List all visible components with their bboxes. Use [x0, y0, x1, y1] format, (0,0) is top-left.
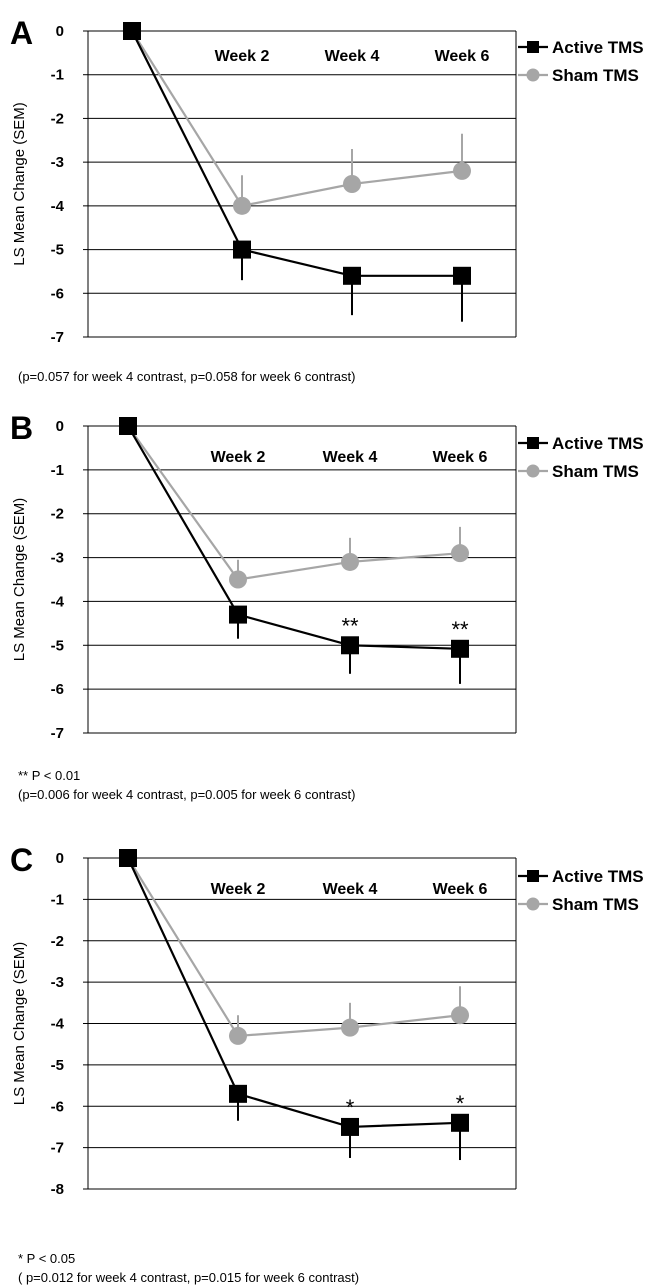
- category-label: Week 4: [323, 449, 378, 466]
- data-point: [451, 1113, 469, 1132]
- chart-a: A LS Mean Change (SEM) 0 -1 -2 -3 -4 -5 -6 -7 Week…: [10, 15, 644, 346]
- y-tick-label: 0: [56, 418, 64, 435]
- category-label: Week 2: [211, 449, 266, 466]
- y-tick-label: -3: [51, 974, 64, 991]
- y-axis-label: LS Mean Change (SEM): [11, 498, 28, 661]
- category-label: Week 4: [325, 48, 380, 65]
- y-tick-label: -7: [51, 329, 64, 346]
- series-line: [127, 425, 461, 650]
- legend-marker: [526, 464, 540, 478]
- series-line: [131, 30, 462, 277]
- y-tick-label: -1: [51, 891, 64, 908]
- chart-c: C LS Mean Change (SEM) 0 -1 -2 -3 -4 -5 -6 -7 -8 We…: [10, 842, 644, 1198]
- data-point: [229, 605, 247, 624]
- footnote-c: ( p=0.012 for week 4 contrast, p=0.015 f…: [18, 1270, 360, 1285]
- series-line: [127, 857, 461, 1038]
- legend-label: Sham TMS: [552, 895, 639, 914]
- legend-label: Active TMS: [552, 867, 644, 886]
- data-point: [229, 570, 247, 589]
- y-tick-label: 0: [56, 23, 64, 40]
- y-tick-label: -2: [51, 110, 64, 127]
- category-label: Week 2: [211, 881, 266, 898]
- legend-marker: [527, 437, 539, 449]
- data-point: [451, 1006, 469, 1025]
- data-point: [343, 175, 361, 193]
- legend-marker: [527, 41, 539, 53]
- data-point: [341, 552, 359, 571]
- data-point: [229, 1026, 247, 1045]
- footnote-b-significance: ** P < 0.01: [18, 768, 81, 783]
- legend-marker: [527, 870, 539, 882]
- data-point: [341, 636, 359, 655]
- chart-b: B LS Mean Change (SEM) 0 -1 -2 -3 -4 -5 -6 -7 Week…: [10, 410, 644, 742]
- y-tick-label: -2: [51, 506, 64, 523]
- panel-a: A LS Mean Change (SEM) 0 -1 -2 -3 -4 -5 -6 -7 Week…: [0, 0, 661, 390]
- y-tick-label: -3: [51, 550, 64, 567]
- significance-marker: *: [346, 1095, 355, 1120]
- panel-letter: C: [10, 842, 33, 878]
- y-tick-label: -5: [51, 242, 64, 259]
- data-point: [123, 22, 141, 40]
- data-point: [341, 1018, 359, 1037]
- category-label: Week 6: [433, 449, 488, 466]
- legend-marker: [526, 68, 540, 82]
- series-line: [127, 425, 461, 581]
- legend-label: Sham TMS: [552, 462, 639, 481]
- y-tick-label: -6: [51, 1098, 64, 1115]
- legend-label: Sham TMS: [552, 66, 639, 85]
- y-tick-label: -4: [51, 1016, 65, 1033]
- significance-marker: **: [451, 617, 469, 642]
- data-point: [451, 639, 469, 658]
- panel-letter: B: [10, 410, 33, 446]
- data-point: [341, 1117, 359, 1136]
- data-point: [453, 161, 471, 180]
- y-axis-label: LS Mean Change (SEM): [11, 942, 28, 1105]
- series-line: [131, 30, 463, 208]
- y-tick-label: -1: [51, 67, 64, 84]
- category-label: Week 2: [215, 48, 270, 65]
- legend-label: Active TMS: [552, 434, 644, 453]
- category-label: Week 4: [323, 881, 378, 898]
- y-tick-label: -6: [51, 285, 64, 302]
- y-tick-label: -3: [51, 154, 64, 171]
- data-point: [343, 266, 361, 285]
- legend-label: Active TMS: [552, 38, 644, 57]
- y-tick-label: -6: [51, 681, 64, 698]
- legend-marker: [526, 897, 540, 911]
- panel-letter: A: [10, 15, 33, 51]
- category-label: Week 6: [433, 881, 488, 898]
- data-point: [229, 1084, 247, 1103]
- y-tick-label: -5: [51, 637, 64, 654]
- data-point: [451, 544, 469, 563]
- footnote-b: (p=0.006 for week 4 contrast, p=0.005 fo…: [18, 787, 356, 802]
- series-line: [127, 857, 461, 1129]
- panel-b: B LS Mean Change (SEM) 0 -1 -2 -3 -4 -5 -6 -7 Week…: [0, 397, 661, 817]
- y-tick-label: -4: [51, 593, 65, 610]
- y-tick-label: -4: [51, 198, 65, 215]
- y-tick-label: -7: [51, 1140, 64, 1157]
- significance-marker: **: [341, 613, 359, 638]
- y-tick-label: -1: [51, 462, 64, 479]
- y-tick-label: -8: [51, 1181, 64, 1198]
- y-tick-label: -7: [51, 725, 64, 742]
- data-point: [233, 240, 251, 259]
- y-tick-label: -5: [51, 1057, 64, 1074]
- data-point: [453, 266, 471, 285]
- category-label: Week 6: [435, 48, 490, 65]
- footnote-c-significance: * P < 0.05: [18, 1251, 76, 1266]
- data-point: [119, 417, 137, 435]
- data-point: [233, 196, 251, 215]
- data-point: [119, 849, 137, 867]
- significance-marker: *: [456, 1091, 465, 1116]
- panel-c: C LS Mean Change (SEM) 0 -1 -2 -3 -4 -5 -6 -7 -8 We…: [0, 842, 661, 1288]
- y-tick-label: 0: [56, 850, 64, 867]
- footnote-a: (p=0.057 for week 4 contrast, p=0.058 fo…: [18, 369, 356, 384]
- y-axis-label: LS Mean Change (SEM): [11, 102, 28, 265]
- y-tick-label: -2: [51, 933, 64, 950]
